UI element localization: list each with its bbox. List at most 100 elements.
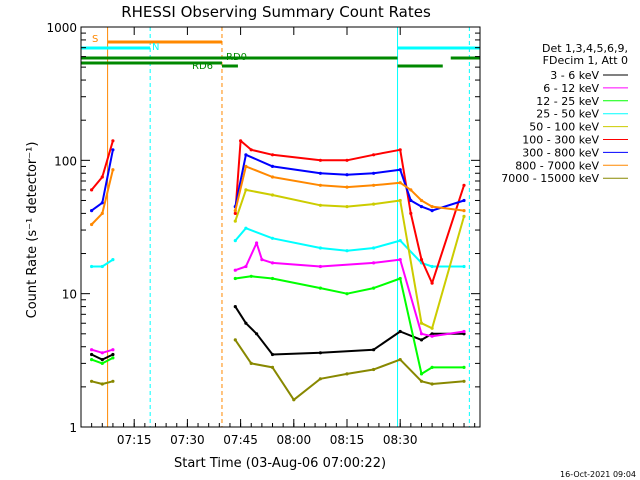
data-point [244,153,248,157]
data-point [270,365,275,369]
series-line [90,139,465,285]
data-point [90,358,94,362]
band-label: S [92,34,98,45]
legend-entry-label: 3 - 6 keV [550,69,599,82]
data-point [249,148,253,152]
data-point [318,183,322,187]
data-point [100,361,104,365]
data-point [90,264,94,269]
data-point [419,258,424,262]
data-point [239,139,243,143]
data-point [372,261,376,265]
data-point [462,264,466,269]
observation-bands: S N RD6 RD0 [81,27,480,427]
data-point [398,358,402,362]
data-point [100,351,104,355]
data-point [398,168,402,172]
data-point [345,372,349,376]
data-point [260,258,264,262]
data-point [90,348,94,352]
data-point [90,352,94,357]
x-tick-label: 07:30 [170,433,205,447]
x-axis-label: Start Time (03-Aug-06 07:00:22) [174,456,386,471]
x-tick-label: 07:45 [223,433,258,447]
data-point [111,348,115,352]
x-tick-label: 08:00 [277,433,312,447]
legend-header-line: Det 1,3,4,5,6,9, [542,42,628,55]
data-point [372,153,376,157]
data-point [233,338,237,342]
data-point [100,201,104,205]
data-point [462,332,466,336]
data-point [100,211,104,215]
data-point [111,352,115,357]
data-point [372,246,376,250]
data-point [318,286,322,290]
data-point [430,281,434,285]
legend-entry-label: 12 - 25 keV [536,95,599,108]
data-point [398,258,402,262]
data-point [100,382,104,386]
data-point [318,377,322,381]
data-point [462,209,466,213]
data-point [249,361,253,365]
data-point [233,276,237,281]
data-point [372,171,376,175]
data-point [345,173,349,177]
data-point [398,198,402,203]
data-point [430,264,434,269]
data-point [419,338,424,342]
data-point [244,226,248,230]
data-point [90,209,94,213]
data-point [430,334,434,338]
legend-entry-label: 100 - 300 keV [522,134,599,147]
data-point [270,236,275,240]
data-point [419,372,424,376]
y-axis-label: Count Rate (s⁻¹ detector⁻¹) [25,142,40,319]
data-point [233,211,237,215]
data-point [430,326,434,330]
data-point [292,398,296,402]
data-point [249,274,253,278]
data-point [419,332,424,336]
y-tick-label: 100 [54,154,77,168]
data-point [372,348,376,352]
data-point [90,188,94,192]
x-tick-label: 08:15 [330,433,365,447]
legend: Det 1,3,4,5,6,9,FDecim 1, Att 0 3 - 6 keV… [501,42,628,185]
data-point [462,198,466,203]
data-point [462,214,466,218]
data-point [233,268,237,272]
data-point [270,352,275,357]
data-point [430,205,434,209]
y-tick-label: 1 [69,421,77,435]
data-point [462,183,466,187]
data-point [430,365,434,369]
data-point [244,264,248,269]
series-layer [90,139,466,402]
data-point [111,356,115,360]
x-tick-label: 07:15 [117,433,152,447]
data-point [345,292,349,296]
data-point [270,193,275,197]
data-point [111,258,115,262]
series-line [234,188,465,330]
data-point [244,188,248,192]
x-tick-label: 08:30 [383,433,418,447]
data-point [372,202,376,206]
data-point [419,205,424,209]
data-point [100,358,104,362]
series-line [91,242,465,354]
data-point [90,379,94,383]
data-point [409,198,413,203]
data-point [90,222,94,227]
data-point [318,158,322,162]
data-point [318,203,322,207]
data-point [372,286,376,290]
data-point [409,188,413,192]
data-point [270,164,275,168]
data-point [318,264,322,269]
legend-entry-label: 7000 - 15000 keV [501,172,599,185]
legend-entry-label: 800 - 7000 keV [515,159,599,172]
data-point [233,305,237,309]
